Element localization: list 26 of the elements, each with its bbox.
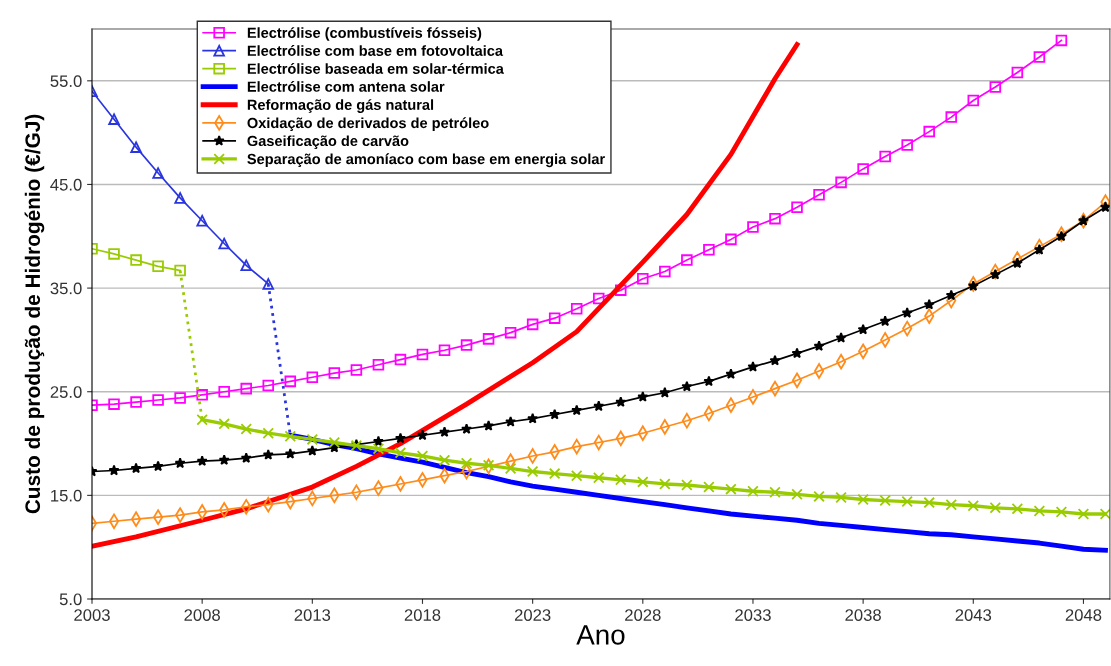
x-tick-label: 2013 <box>294 609 331 621</box>
x-tick-label: 2043 <box>955 609 992 621</box>
y-tick-label: 5.0 <box>59 593 82 606</box>
legend-label: Electrólise (combustíveis fósseis) <box>247 27 482 41</box>
y-tick-label: 35.0 <box>50 282 82 295</box>
x-tick-label: 2018 <box>404 609 441 621</box>
y-axis-title: Custo de produção de Hidrogénio (€/GJ) <box>24 114 45 514</box>
legend-label: Electrólise baseada em solar-térmica <box>247 63 504 74</box>
legend-label: Electrólise com base em fotovoltaica <box>247 45 504 56</box>
legend-label: Separação de amoníaco com base em energia solar <box>247 153 605 168</box>
legend-label: Gaseificação de carvão <box>247 135 409 149</box>
x-tick-label: 2023 <box>514 609 551 621</box>
y-tick-label: 15.0 <box>51 489 82 502</box>
x-tick-label: 2048 <box>1065 609 1102 621</box>
x-tick-label: 2008 <box>184 609 220 621</box>
x-tick-label: 2028 <box>625 609 661 621</box>
legend-label: Reformação de gás natural <box>247 99 434 113</box>
y-tick-label: 25.0 <box>50 386 82 398</box>
x-tick-label: 2038 <box>845 609 881 621</box>
legend-label: Electrólise com antena solar <box>247 81 445 92</box>
x-tick-label: 2033 <box>735 609 771 621</box>
x-axis-title: Ano <box>576 625 625 645</box>
y-tick-label: 45.0 <box>50 178 82 191</box>
x-tick-label: 2003 <box>74 609 110 621</box>
y-tick-label: 55.0 <box>50 75 82 88</box>
legend-label: Oxidação de derivados de petróleo <box>247 117 489 132</box>
